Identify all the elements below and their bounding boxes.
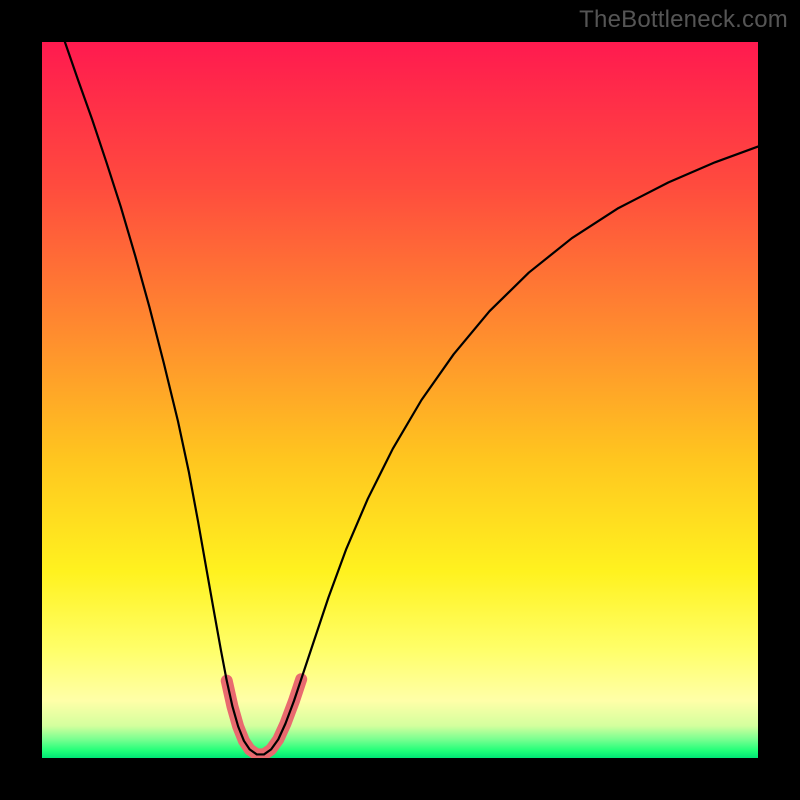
gradient-background [42, 42, 758, 758]
bottleneck-curve-chart [42, 42, 758, 758]
chart-plot-area [42, 42, 758, 758]
watermark-label: TheBottleneck.com [579, 6, 788, 34]
chart-frame: TheBottleneck.com [0, 0, 800, 800]
